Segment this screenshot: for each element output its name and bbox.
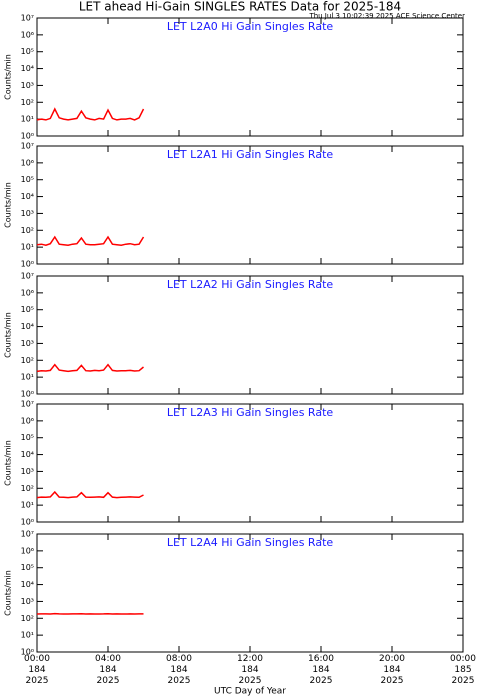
y-tick-label: 10²	[21, 614, 34, 623]
plot-frame	[36, 533, 464, 653]
x-tick-label: 00:00 184 2025	[24, 654, 50, 686]
x-tick-label: 12:00 184 2025	[237, 654, 263, 686]
y-axis-label: Counts/min	[4, 312, 13, 358]
y-axis-label: Counts/min	[4, 570, 13, 616]
y-tick-label: 10¹	[21, 243, 34, 252]
y-tick-label: 10¹	[21, 631, 34, 640]
plot-frame	[36, 275, 464, 395]
y-tick-label: 10³	[21, 467, 34, 476]
y-tick-label: 10⁶	[21, 546, 34, 555]
y-tick-label: 10¹	[21, 115, 34, 124]
plot-frame	[36, 403, 464, 523]
y-tick-label: 10⁷	[21, 14, 34, 23]
chart-subtitle: Thu Jul 3 10:02:39 2025 ACE Science Cent…	[308, 12, 465, 20]
y-tick-label: 10⁶	[21, 30, 34, 39]
y-tick-label: 10²	[21, 484, 34, 493]
y-tick-label: 10⁵	[21, 175, 34, 184]
y-tick-label: 10¹	[21, 501, 34, 510]
x-tick-label: 04:00 184 2025	[95, 654, 121, 686]
y-tick-label: 10⁴	[21, 192, 34, 201]
y-tick-label: 10²	[21, 356, 34, 365]
y-axis-label: Counts/min	[4, 54, 13, 100]
chart-title: LET ahead Hi-Gain SINGLES RATES Data for…	[79, 0, 401, 14]
y-tick-label: 10⁶	[21, 288, 34, 297]
y-tick-label: 10⁵	[21, 305, 34, 314]
y-tick-label: 10⁵	[21, 433, 34, 442]
data-line	[36, 490, 144, 499]
x-tick-label: 00:00 185 2025	[450, 654, 476, 686]
y-tick-label: 10⁷	[21, 142, 34, 151]
x-tick-label: 08:00 184 2025	[166, 654, 192, 686]
y-tick-label: 10⁴	[21, 64, 34, 73]
y-tick-label: 10⁷	[21, 400, 34, 409]
panel-title: LET L2A1 Hi Gain Singles Rate	[167, 148, 334, 161]
panel-title: LET L2A3 Hi Gain Singles Rate	[167, 406, 334, 419]
y-tick-label: 10¹	[21, 373, 34, 382]
y-tick-label: 10³	[21, 209, 34, 218]
x-tick-label: 20:00 184 2025	[379, 654, 405, 686]
y-tick-label: 10⁵	[21, 563, 34, 572]
y-tick-label: 10⁶	[21, 416, 34, 425]
y-tick-label: 10⁷	[21, 530, 34, 539]
x-axis-label: UTC Day of Year	[214, 687, 286, 697]
panel-title: LET L2A0 Hi Gain Singles Rate	[167, 20, 334, 33]
y-axis-label: Counts/min	[4, 440, 13, 486]
y-tick-label: 10²	[21, 226, 34, 235]
data-line	[36, 235, 145, 246]
y-tick-label: 10⁰	[21, 390, 34, 399]
y-axis-label: Counts/min	[4, 182, 13, 228]
panel-title: LET L2A4 Hi Gain Singles Rate	[167, 536, 334, 549]
y-tick-label: 10³	[21, 339, 34, 348]
panel-title: LET L2A2 Hi Gain Singles Rate	[167, 278, 334, 291]
y-tick-label: 10⁰	[21, 648, 34, 657]
y-tick-label: 10⁵	[21, 47, 34, 56]
y-tick-label: 10⁶	[21, 158, 34, 167]
y-tick-label: 10⁴	[21, 450, 34, 459]
y-tick-label: 10⁷	[21, 272, 34, 281]
y-tick-label: 10⁰	[21, 260, 34, 269]
plot-frame	[36, 145, 464, 265]
y-tick-label: 10⁴	[21, 322, 34, 331]
data-line	[36, 107, 145, 121]
data-line	[36, 363, 144, 373]
y-tick-label: 10⁰	[21, 132, 34, 141]
x-tick-label: 16:00 184 2025	[308, 654, 334, 686]
y-tick-label: 10⁴	[21, 580, 34, 589]
y-tick-label: 10⁰	[21, 518, 34, 527]
y-tick-label: 10²	[21, 98, 34, 107]
y-tick-label: 10³	[21, 81, 34, 90]
y-tick-label: 10³	[21, 597, 34, 606]
